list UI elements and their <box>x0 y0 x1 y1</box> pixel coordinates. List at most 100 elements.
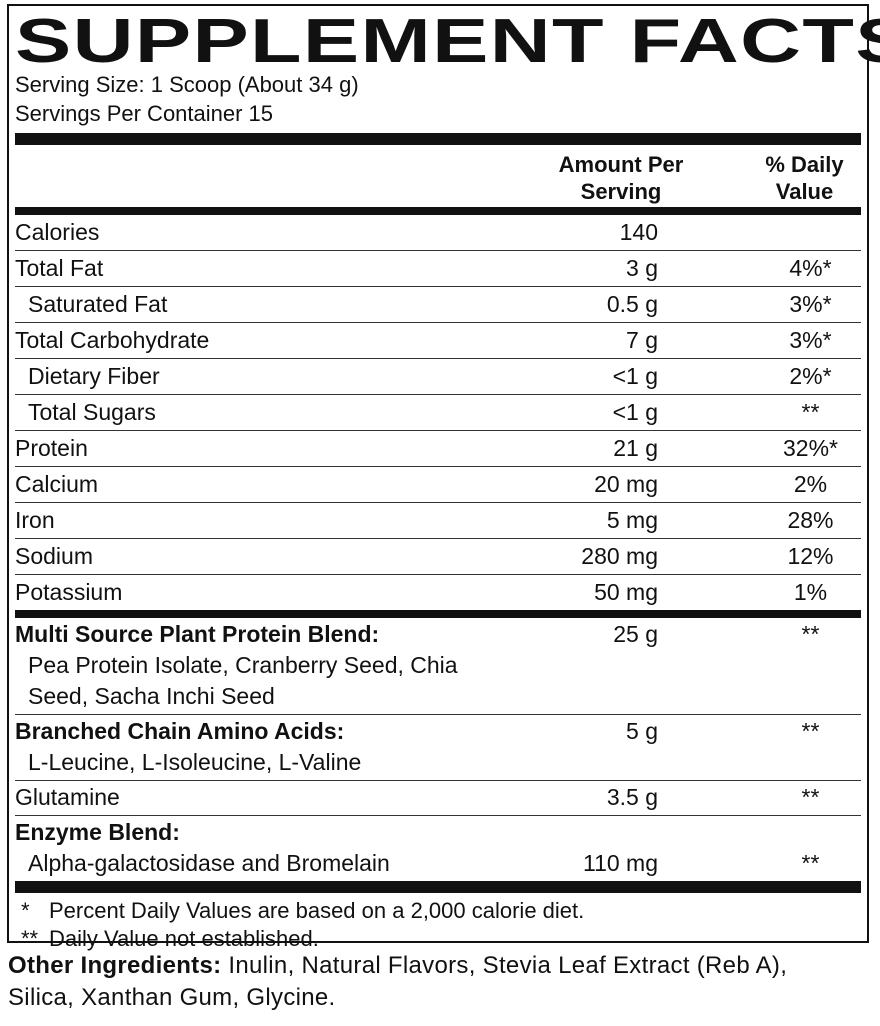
blend-dv: ** <box>801 718 820 744</box>
nutrient-name: Saturated Fat <box>28 291 168 317</box>
blend-row: Glutamine 3.5 g ** <box>15 781 861 816</box>
divider <box>15 881 861 893</box>
blend-dv: ** <box>801 621 820 647</box>
blend-name-cell: Multi Source Plant Protein Blend: Pea Pro… <box>15 619 478 712</box>
nutrient-list: Calories 140 Total Fat 3 g 4%* Saturated Fat 0… <box>15 215 861 610</box>
spacer <box>658 431 758 466</box>
nutrient-amount: 140 <box>619 219 658 245</box>
nutrient-row: Protein 21 g 32%* <box>15 431 861 467</box>
other-ingredients: Other Ingredients: Inulin, Natural Flavo… <box>8 950 828 1014</box>
spacer <box>658 817 758 879</box>
nutrient-amount: 0.5 g <box>606 291 658 317</box>
footnote: * Percent Daily Values are based on a 2,0… <box>15 897 861 925</box>
nutrient-name: Sodium <box>15 543 93 569</box>
nutrient-row: Total Fat 3 g 4%* <box>15 251 861 287</box>
blend-amount: 3.5 g <box>606 784 658 810</box>
nutrient-amount: 50 mg <box>594 579 658 605</box>
nutrient-name: Total Sugars <box>28 399 156 425</box>
spacer <box>658 215 758 250</box>
title: SUPPLEMENT FACTS <box>15 7 880 76</box>
nutrient-dv: ** <box>801 399 820 425</box>
nutrient-row: Calories 140 <box>15 215 861 251</box>
spacer <box>658 251 758 286</box>
nutrient-amount: 7 g <box>626 327 658 353</box>
blend-row: Multi Source Plant Protein Blend: Pea Pro… <box>15 618 861 715</box>
blend-amount: 25 g <box>613 621 658 647</box>
nutrient-row: Saturated Fat 0.5 g 3%* <box>15 287 861 323</box>
nutrient-amount: 3 g <box>626 255 658 281</box>
nutrient-dv: 32%* <box>783 435 838 461</box>
spacer <box>658 395 758 430</box>
nutrient-amount: 280 mg <box>581 543 658 569</box>
spacer <box>658 782 758 813</box>
nutrient-name: Potassium <box>15 579 123 605</box>
blend-ingredients: Alpha-galactosidase and Bromelain <box>28 850 390 876</box>
blend-dv: ** <box>801 784 820 810</box>
spacer <box>658 287 758 322</box>
nutrient-row: Iron 5 mg 28% <box>15 503 861 539</box>
footnote: ** Daily Value not established. <box>15 925 861 953</box>
nutrient-name: Calcium <box>15 471 99 497</box>
supplement-facts-panel: SUPPLEMENT FACTS Serving Size: 1 Scoop (… <box>7 4 880 951</box>
divider <box>15 207 861 215</box>
column-header: Amount Per Serving % Daily Value <box>15 145 861 207</box>
nutrient-amount: 20 mg <box>594 471 658 497</box>
footnote-mark: ** <box>21 926 39 951</box>
blend-ingredients: Pea Protein Isolate, Cranberry Seed, Chi… <box>28 652 458 709</box>
nutrient-row: Calcium 20 mg 2% <box>15 467 861 503</box>
divider <box>15 133 861 145</box>
nutrient-dv: 1% <box>793 579 828 605</box>
nutrient-amount: 21 g <box>613 435 658 461</box>
nutrient-amount: <1 g <box>612 363 658 389</box>
nutrient-dv: 3%* <box>789 291 832 317</box>
nutrient-name: Dietary Fiber <box>28 363 160 389</box>
blend-name: Enzyme Blend: <box>15 819 180 845</box>
nutrient-dv: 4%* <box>789 255 832 281</box>
blend-name: Multi Source Plant Protein Blend: <box>15 621 380 647</box>
spacer <box>758 215 863 250</box>
nutrient-name: Total Carbohydrate <box>15 327 210 353</box>
nutrient-dv: 28% <box>787 507 834 533</box>
nutrient-row: Potassium 50 mg 1% <box>15 575 861 610</box>
nutrient-dv: 2%* <box>789 363 832 389</box>
spacer <box>658 575 758 610</box>
other-ingredients-label: Other Ingredients: <box>8 952 222 979</box>
blend-row: Branched Chain Amino Acids: L-Leucine, L-… <box>15 715 861 781</box>
spacer <box>658 716 758 778</box>
blend-name-cell: Glutamine <box>15 782 478 813</box>
nutrient-name: Calories <box>15 219 100 245</box>
nutrient-amount: 5 mg <box>606 507 658 533</box>
nutrient-row: Total Sugars <1 g ** <box>15 395 861 431</box>
blend-amount: 110 mg <box>582 850 658 876</box>
blend-name: Branched Chain Amino Acids: <box>15 718 345 744</box>
nutrient-row: Total Carbohydrate 7 g 3%* <box>15 323 861 359</box>
nutrient-row: Dietary Fiber <1 g 2%* <box>15 359 861 395</box>
footnote-mark: * <box>21 898 30 923</box>
blend-list: Multi Source Plant Protein Blend: Pea Pro… <box>15 618 861 881</box>
nutrient-name: Iron <box>15 507 55 533</box>
blend-ingredients: L-Leucine, L-Isoleucine, L-Valine <box>28 749 362 775</box>
footnote-text: Percent Daily Values are based on a 2,00… <box>49 898 585 923</box>
blend-name-cell: Branched Chain Amino Acids: L-Leucine, L-… <box>15 716 478 778</box>
nutrient-dv: 12% <box>787 543 834 569</box>
blend-name-cell: Enzyme Blend: Alpha-galactosidase and Bro… <box>15 817 478 879</box>
blend-row: Enzyme Blend: Alpha-galactosidase and Bro… <box>15 816 861 881</box>
servings-per-container: Servings Per Container 15 <box>15 101 274 126</box>
spacer <box>658 359 758 394</box>
nutrient-dv: 3%* <box>789 327 832 353</box>
spacer <box>658 503 758 538</box>
blend-dv: ** <box>801 850 820 876</box>
spacer <box>658 323 758 358</box>
nutrient-name: Protein <box>15 435 88 461</box>
nutrient-row: Sodium 280 mg 12% <box>15 539 861 575</box>
spacer <box>658 619 758 712</box>
spacer <box>658 467 758 502</box>
other-ingredients-text: Inulin, Natural Flavors, Stevia Leaf Ext… <box>8 952 788 1011</box>
column-label: Amount Per Serving <box>558 152 684 204</box>
nutrient-amount: <1 g <box>612 399 658 425</box>
nutrient-dv: 2% <box>793 471 828 497</box>
nutrient-name: Total Fat <box>15 255 104 281</box>
spacer <box>658 539 758 574</box>
blend-amount: 5 g <box>626 718 658 744</box>
